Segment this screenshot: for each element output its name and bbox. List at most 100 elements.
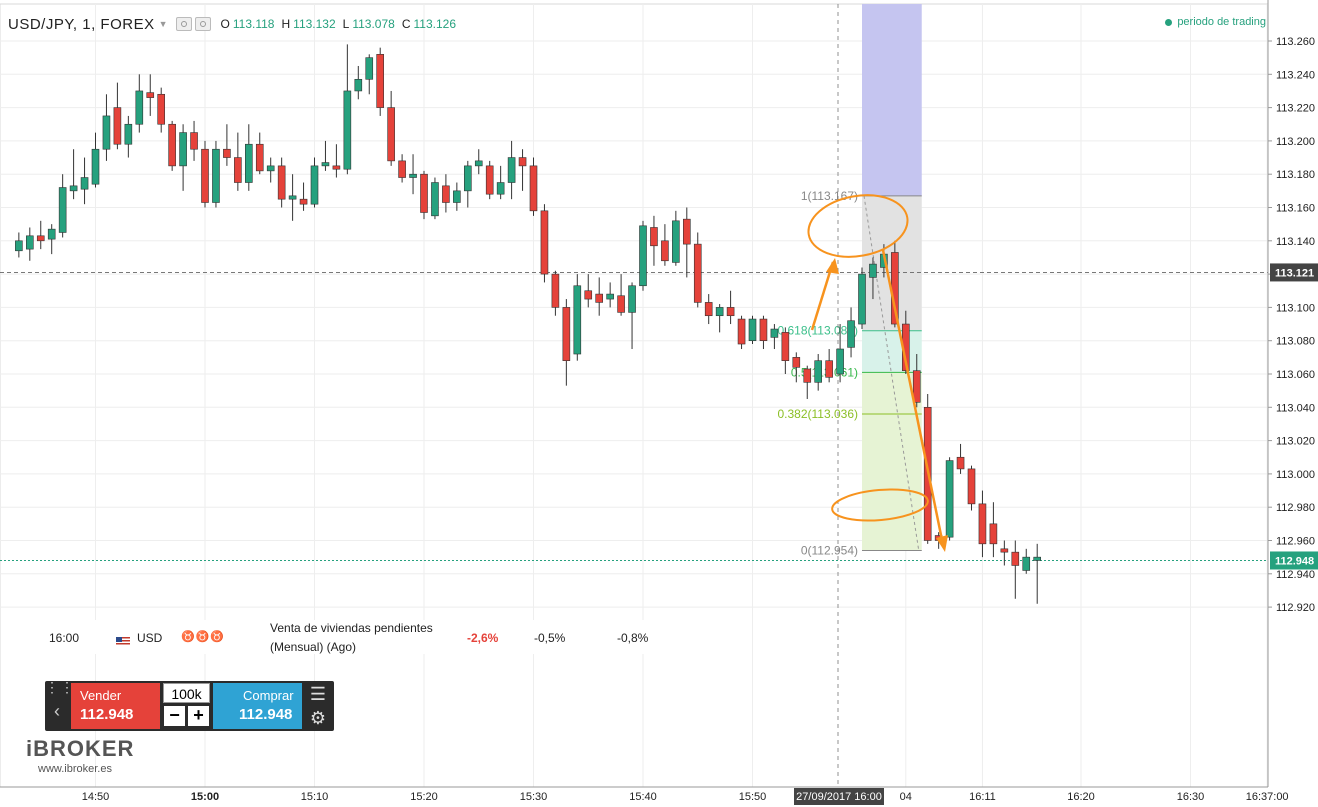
candle-body xyxy=(978,503,987,545)
candle-body xyxy=(146,92,155,98)
candle-body xyxy=(737,318,746,345)
candle-body xyxy=(606,293,614,300)
candle xyxy=(113,82,122,150)
candle xyxy=(409,154,417,195)
annotation-arrow-down xyxy=(881,249,944,541)
candle xyxy=(255,132,264,175)
candle-body xyxy=(387,107,395,162)
candle xyxy=(58,174,67,238)
fib-level-label: 0(112.954) xyxy=(801,543,858,557)
candle-body xyxy=(80,177,89,190)
candle xyxy=(453,182,461,211)
settings-icon[interactable] xyxy=(194,17,211,31)
candle-body xyxy=(1033,556,1041,561)
economic-event-bar[interactable]: 16:00 USD ♉♉♉ Venta de viviendas pendien… xyxy=(40,620,680,654)
candle xyxy=(124,115,133,158)
trading-period-legend[interactable]: periodo de trading xyxy=(1165,16,1266,28)
candle xyxy=(770,324,779,350)
candle xyxy=(759,315,768,350)
candle xyxy=(343,44,352,175)
time-tick-label: 04 xyxy=(900,791,912,803)
bid-price-label: 112.948 xyxy=(1275,555,1314,567)
price-tick-label: 112.940 xyxy=(1276,569,1315,581)
candle xyxy=(507,140,516,200)
impact-bulls-icon: ♉♉♉ xyxy=(181,631,226,643)
high-label: H xyxy=(281,17,291,31)
candle xyxy=(80,157,89,205)
candle-body xyxy=(912,370,921,403)
fib-level-label: 0.618(113.086) xyxy=(777,324,858,338)
candle xyxy=(617,274,625,316)
candle xyxy=(715,304,724,333)
event-time: 16:00 xyxy=(49,631,80,645)
candle-body xyxy=(847,320,855,348)
candle-body xyxy=(770,328,779,338)
current-price-label: 113.121 xyxy=(1275,267,1314,279)
candle-body xyxy=(858,273,866,325)
candle xyxy=(825,349,833,383)
candle xyxy=(496,165,505,200)
gear-icon[interactable]: ⚙ xyxy=(309,708,327,728)
buy-button[interactable]: Comprar 112.948 xyxy=(213,683,302,729)
candle xyxy=(179,124,187,191)
annotation-arrowhead-up xyxy=(826,258,839,274)
price-tick-label: 112.960 xyxy=(1276,536,1315,548)
candle-body xyxy=(409,173,417,178)
high-value: 113.132 xyxy=(293,17,336,31)
price-tick-label: 113.020 xyxy=(1276,436,1315,448)
ibroker-logo: iBROKER xyxy=(26,736,135,761)
candle-body xyxy=(420,173,428,213)
sell-button[interactable]: Vender 112.948 xyxy=(71,683,160,729)
visibility-icon[interactable] xyxy=(175,17,192,31)
quantity-input[interactable]: 100k xyxy=(163,683,210,703)
grip-icon: ⋮⋮ xyxy=(45,679,75,695)
candle-body xyxy=(956,456,965,470)
collapse-chevron-icon[interactable]: ‹ xyxy=(54,701,60,721)
candle-body xyxy=(693,243,702,303)
symbol-label[interactable]: USD/JPY, 1, FOREX xyxy=(8,15,155,33)
increase-quantity-button[interactable]: + xyxy=(188,706,209,726)
fib-level-label: 1(113.167) xyxy=(801,189,858,203)
fib-zone-extension xyxy=(862,4,922,196)
candle-body xyxy=(245,143,253,183)
candle-body xyxy=(223,148,231,158)
low-value: 113.078 xyxy=(352,17,395,31)
candle xyxy=(562,299,571,386)
close-value: 113.126 xyxy=(413,17,457,31)
time-tick-label: 16:37:00 xyxy=(1246,791,1289,803)
candle xyxy=(661,224,669,266)
candle xyxy=(540,204,549,283)
candle-body xyxy=(562,307,571,361)
candle xyxy=(157,87,165,133)
candle-body xyxy=(47,228,56,240)
menu-icon[interactable]: ☰ xyxy=(309,684,327,704)
decrease-quantity-button[interactable]: − xyxy=(164,706,185,726)
close-label: C xyxy=(401,17,411,31)
candle xyxy=(36,220,45,250)
symbol-dropdown-icon[interactable]: ▼ xyxy=(158,19,168,29)
candle-body xyxy=(639,225,647,287)
candle-body xyxy=(332,165,341,170)
candle-body xyxy=(584,290,593,300)
candle-body xyxy=(726,307,735,317)
candle xyxy=(398,154,406,183)
candle-body xyxy=(343,90,352,170)
candle xyxy=(354,65,363,100)
candle xyxy=(474,149,483,175)
candle xyxy=(967,465,976,511)
drag-handle[interactable]: ⋮⋮ ‹ xyxy=(45,679,75,731)
candle-body xyxy=(836,348,844,375)
plot-area xyxy=(0,3,1269,788)
time-tick-label: 15:20 xyxy=(410,791,438,803)
candle xyxy=(420,170,428,220)
price-tick-label: 113.200 xyxy=(1276,136,1315,148)
buy-price: 112.948 xyxy=(239,706,293,723)
candle xyxy=(792,352,801,383)
candle xyxy=(135,74,144,133)
candle xyxy=(15,232,23,258)
candle xyxy=(639,220,647,291)
event-name-line2: (Mensual) (Ago) xyxy=(270,640,357,654)
